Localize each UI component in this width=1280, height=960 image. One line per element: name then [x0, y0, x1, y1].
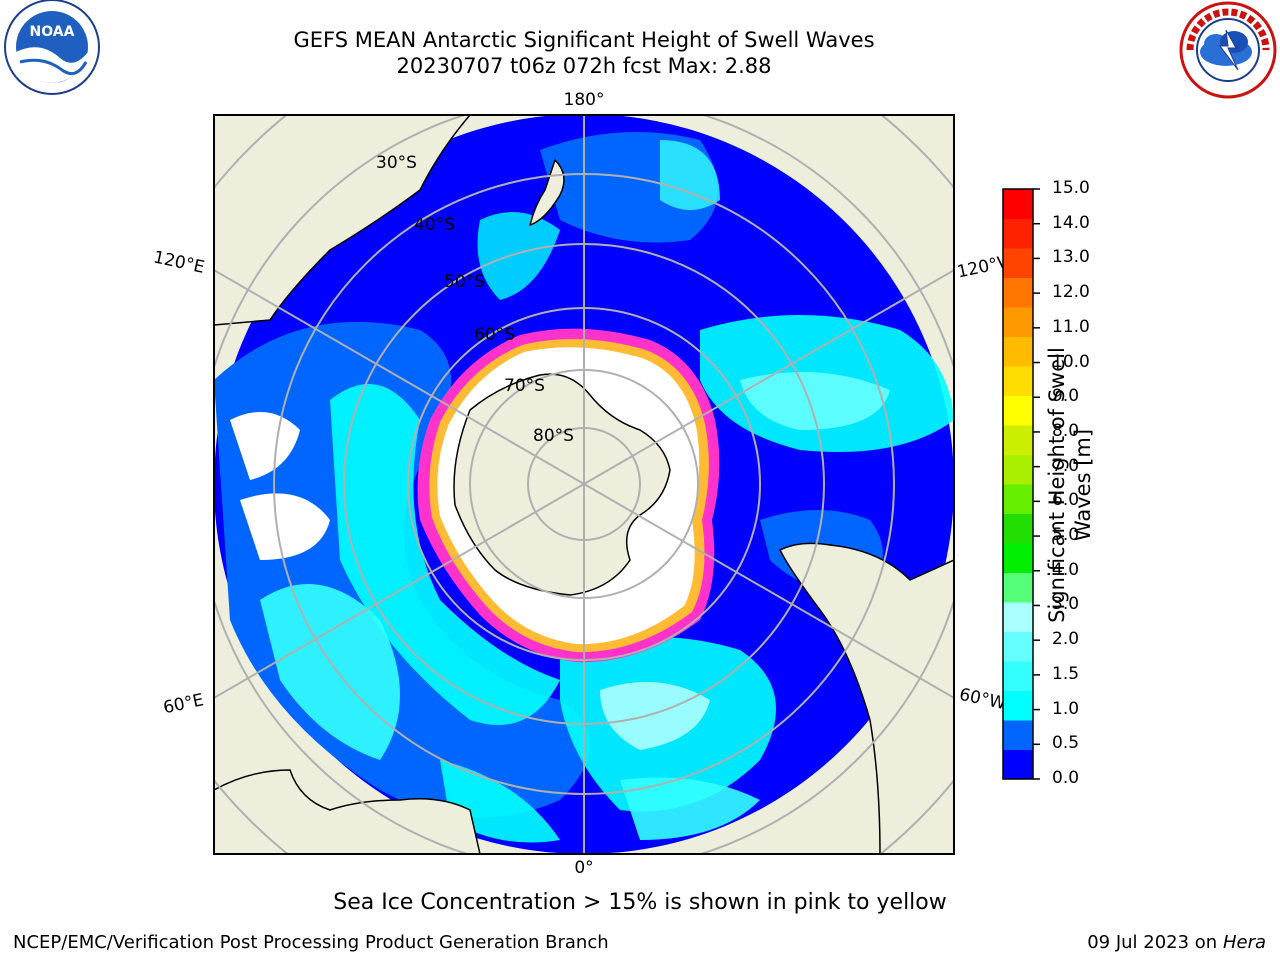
colorbar-tick-label: 5.0	[1052, 525, 1080, 546]
lon-label-60e: 60°E	[161, 690, 205, 718]
map-frame	[213, 114, 955, 855]
colorbar-tick-label: 12.0	[1052, 282, 1090, 303]
colorbar-segment	[1003, 484, 1033, 514]
antarctica-landmass	[453, 373, 671, 596]
colorbar-segment	[1003, 307, 1033, 337]
lat-label-60s: 60°S	[474, 325, 515, 345]
colorbar-segment	[1003, 366, 1033, 396]
colorbar-segment	[1003, 661, 1033, 691]
colorbar-segment	[1003, 543, 1033, 573]
figure-subtitle: 20230707 t06z 072h fcst Max: 2.88	[396, 54, 772, 78]
colorbar-tick-label: 6.0	[1052, 490, 1080, 511]
colorbar-tick-label: 11.0	[1052, 316, 1090, 337]
noaa-logo: NOAA	[4, 0, 100, 95]
colorbar-segment	[1003, 425, 1033, 455]
footer-date-text: 09 Jul 2023 on	[1087, 932, 1218, 953]
figure-title: GEFS MEAN Antarctic Significant Height o…	[293, 28, 875, 52]
colorbar-segment	[1003, 513, 1033, 544]
lat-label-80s: 80°S	[533, 426, 574, 446]
noaa-logo-text: NOAA	[30, 24, 75, 40]
colorbar-tick-label: 8.0	[1052, 420, 1080, 441]
colorbar	[1003, 188, 1040, 780]
lon-label-180: 180°	[564, 90, 605, 110]
colorbar-tick-label: 9.0	[1052, 386, 1080, 407]
lat-label-70s: 70°S	[504, 376, 545, 396]
colorbar-frame	[1002, 188, 1034, 780]
colorbar-segment	[1003, 395, 1033, 426]
colorbar-tick-label: 2.0	[1052, 629, 1080, 650]
colorbar-tick-label: 13.0	[1052, 247, 1090, 268]
lat-label-40s: 40°S	[414, 215, 455, 235]
colorbar-tick-label: 4.0	[1052, 559, 1080, 580]
sea-ice-caption: Sea Ice Concentration > 15% is shown in …	[333, 890, 947, 915]
nws-logo	[1179, 1, 1277, 99]
footer-credit: NCEP/EMC/Verification Post Processing Pr…	[13, 932, 609, 953]
south-america-landmass	[778, 542, 954, 854]
colorbar-label: Significant Height of Swell Waves [m]	[1045, 347, 1095, 623]
australia-landmass	[214, 115, 471, 326]
colorbar-segment	[1003, 749, 1033, 780]
lat-label-30s: 30°S	[376, 153, 417, 173]
footer-date: 09 Jul 2023 on Hera	[1087, 932, 1266, 953]
colorbar-segment	[1003, 690, 1033, 721]
colorbar-segment	[1003, 631, 1033, 662]
colorbar-tick-label: 1.5	[1052, 663, 1080, 684]
colorbar-tick-label: 15.0	[1052, 178, 1090, 198]
colorbar-segment	[1003, 454, 1033, 485]
colorbar-segment	[1003, 277, 1033, 308]
map-content	[214, 115, 954, 854]
lon-label-0: 0°	[574, 858, 593, 878]
lat-label-50s: 50°S	[444, 272, 485, 292]
colorbar-segment	[1003, 602, 1033, 632]
colorbar-segment	[1003, 336, 1033, 367]
colorbar-segment	[1003, 218, 1033, 249]
colorbar-segment	[1003, 572, 1033, 603]
colorbar-segment	[1003, 248, 1033, 278]
colorbar-tick-label: 7.0	[1052, 455, 1080, 476]
colorbar-tick-label: 3.0	[1052, 594, 1080, 615]
colorbar-tick-label: 0.5	[1052, 733, 1080, 754]
lon-label-60w: 60°W	[957, 685, 1007, 714]
lon-label-120e: 120°E	[152, 248, 207, 278]
colorbar-segment	[1003, 720, 1033, 750]
colorbar-tick-label: 14.0	[1052, 212, 1090, 233]
colorbar-tick-label: 0.0	[1052, 768, 1080, 788]
longitude-gridlines	[214, 115, 954, 854]
colorbar-tick-label: 10.0	[1052, 351, 1090, 372]
colorbar-tick-label: 1.0	[1052, 698, 1080, 719]
colorbar-segment	[1003, 189, 1033, 219]
footer-machine: Hera	[1222, 932, 1266, 953]
